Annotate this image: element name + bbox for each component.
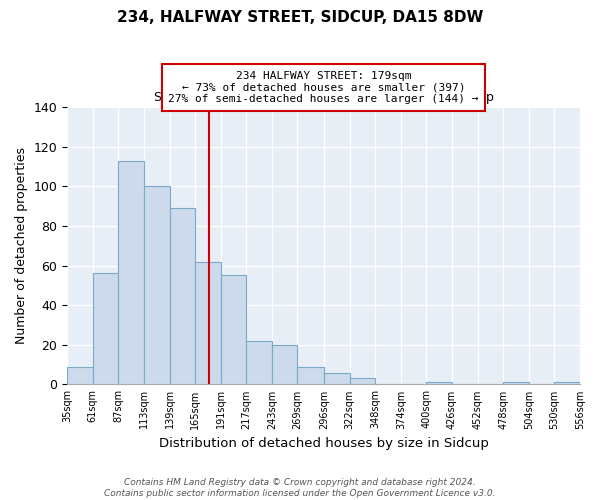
- Bar: [554, 382, 580, 384]
- Bar: [324, 372, 350, 384]
- Bar: [195, 262, 221, 384]
- Bar: [427, 382, 452, 384]
- Text: Contains HM Land Registry data © Crown copyright and database right 2024.
Contai: Contains HM Land Registry data © Crown c…: [104, 478, 496, 498]
- Bar: [93, 274, 118, 384]
- Text: 234, HALFWAY STREET, SIDCUP, DA15 8DW: 234, HALFWAY STREET, SIDCUP, DA15 8DW: [117, 10, 483, 25]
- Bar: [298, 366, 324, 384]
- Bar: [503, 382, 529, 384]
- Bar: [247, 341, 272, 384]
- Bar: [221, 276, 247, 384]
- Text: 234 HALFWAY STREET: 179sqm
← 73% of detached houses are smaller (397)
27% of sem: 234 HALFWAY STREET: 179sqm ← 73% of deta…: [169, 71, 479, 104]
- Title: Size of property relative to detached houses in Sidcup: Size of property relative to detached ho…: [154, 92, 494, 104]
- Bar: [67, 366, 93, 384]
- Bar: [118, 160, 144, 384]
- X-axis label: Distribution of detached houses by size in Sidcup: Distribution of detached houses by size …: [158, 437, 488, 450]
- Y-axis label: Number of detached properties: Number of detached properties: [15, 147, 28, 344]
- Bar: [350, 378, 375, 384]
- Bar: [272, 345, 298, 385]
- Bar: [170, 208, 195, 384]
- Bar: [144, 186, 170, 384]
